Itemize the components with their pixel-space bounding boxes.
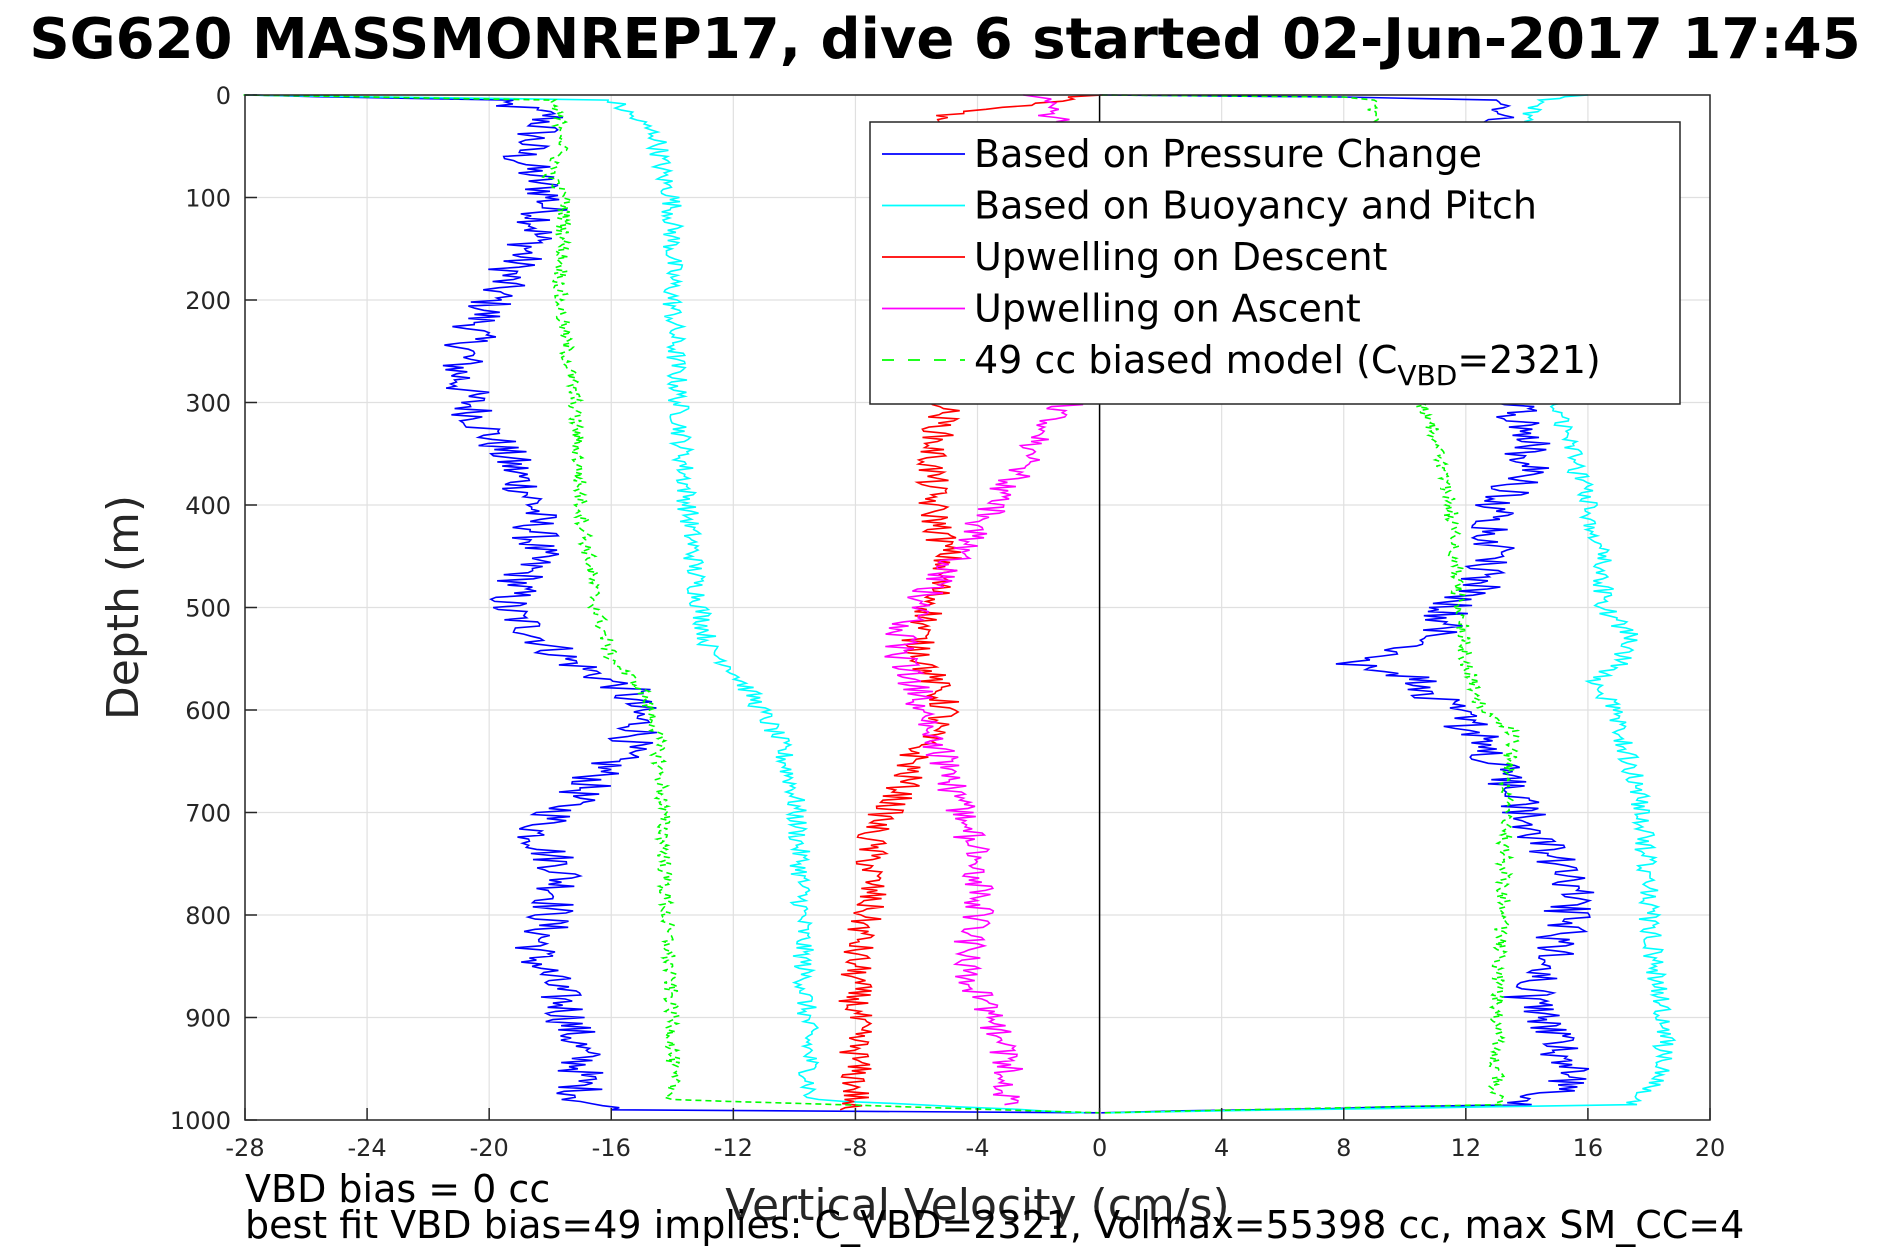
x-tick-label: 12: [1451, 1134, 1482, 1162]
y-tick-label: 800: [185, 902, 231, 930]
x-tick-label: 8: [1336, 1134, 1351, 1162]
x-tick-label: 4: [1214, 1134, 1229, 1162]
legend: Based on Pressure Change Based on Buoyanc…: [869, 121, 1681, 405]
series-line-descent: [243, 94, 1100, 1114]
axis-ticks: -28 -24 -20 -16 -12 -8 -4 0 4 8 12 16 20010020030040…: [170, 82, 1725, 1162]
y-axis-label: Depth (m): [98, 495, 149, 720]
x-axis-label: Vertical Velocity (cm/s): [725, 1180, 1229, 1231]
legend-label: Based on Buoyancy and Pitch: [974, 184, 1537, 228]
series-line-descent: [244, 94, 1085, 1114]
x-tick-label: 20: [1695, 1134, 1726, 1162]
footer-line-2: best fit VBD bias=49 implies: C_VBD=2321…: [245, 1203, 1744, 1247]
x-tick-label: 16: [1573, 1134, 1604, 1162]
y-tick-label: 200: [185, 287, 231, 315]
x-tick-label: 0: [1092, 1134, 1107, 1162]
y-tick-label: 400: [185, 492, 231, 520]
x-tick-label: -28: [225, 1134, 264, 1162]
legend-box: [869, 121, 1681, 405]
y-tick-label: 600: [185, 697, 231, 725]
y-tick-label: 0: [216, 82, 231, 110]
legend-label: Upwelling on Ascent: [974, 287, 1361, 331]
y-tick-label: 500: [185, 595, 231, 623]
x-tick-label: -16: [592, 1134, 631, 1162]
y-tick-label: 300: [185, 390, 231, 418]
footer-line-1: VBD bias = 0 cc: [245, 1167, 550, 1211]
y-tick-label: 700: [185, 800, 231, 828]
y-tick-label: 1000: [170, 1107, 231, 1135]
series-line-descent: [252, 94, 1100, 1114]
y-tick-label: 900: [185, 1005, 231, 1033]
x-tick-label: -8: [843, 1134, 867, 1162]
x-tick-label: -4: [966, 1134, 990, 1162]
x-tick-label: -20: [470, 1134, 509, 1162]
legend-label: Based on Pressure Change: [974, 132, 1482, 176]
x-tick-label: -12: [714, 1134, 753, 1162]
x-tick-label: -24: [347, 1134, 386, 1162]
chart-title: SG620 MASSMONREP17, dive 6 started 02-Ju…: [29, 7, 1860, 72]
legend-label: Upwelling on Descent: [974, 235, 1387, 279]
y-tick-label: 100: [185, 185, 231, 213]
